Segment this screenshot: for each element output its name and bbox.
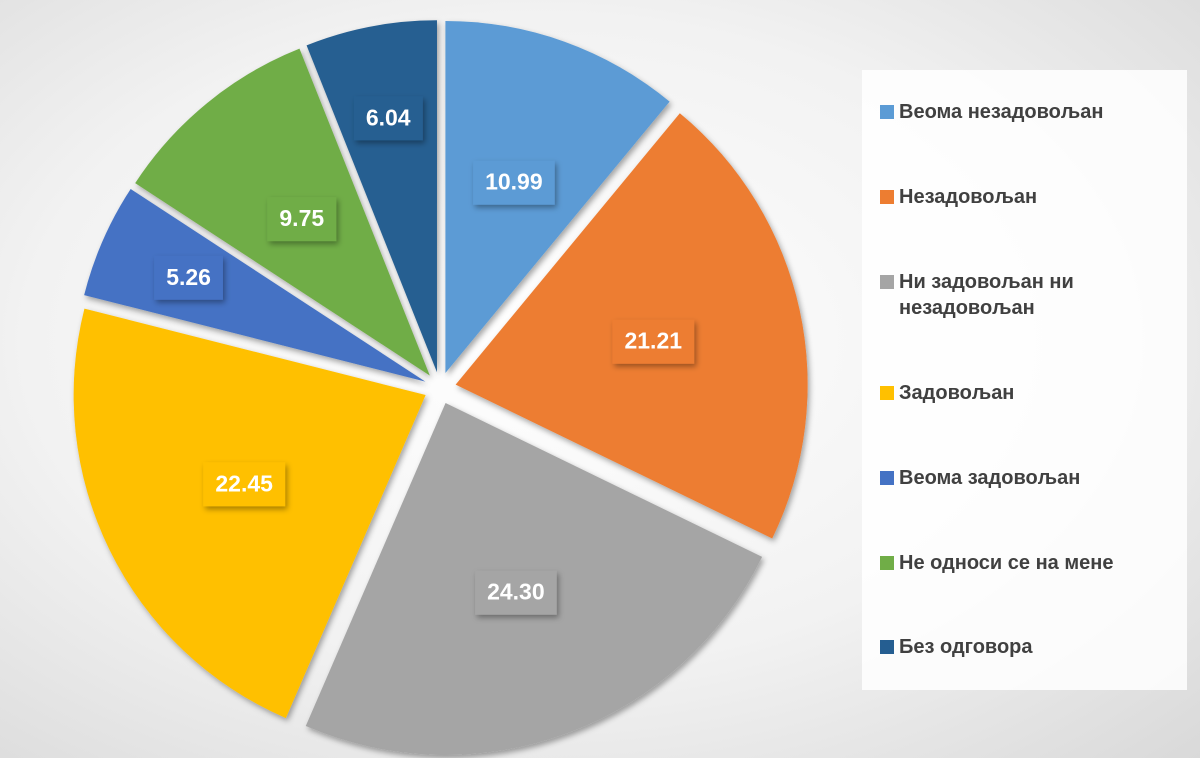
data-label-group: 22.45	[203, 462, 286, 507]
data-label-box	[267, 197, 337, 242]
legend-label: Ни задовољан ни незадовољан	[899, 271, 1074, 320]
legend-swatch	[880, 275, 894, 290]
data-label-group: 21.21	[612, 319, 695, 364]
legend-item: Незадовољан	[880, 184, 1187, 210]
legend-swatch	[880, 640, 894, 655]
data-label-group: 5.26	[154, 255, 223, 300]
legend-swatch	[880, 190, 894, 205]
data-label-box	[612, 319, 695, 364]
data-label: 22.45	[215, 470, 273, 496]
legend-swatch	[880, 555, 894, 570]
pie-area: 10.99 21.21 24.30 22.45 5.26 9.75 6.04	[73, 20, 808, 756]
data-label-box	[473, 160, 555, 205]
legend-label: Веома задовољан	[899, 466, 1081, 489]
data-label-box	[475, 570, 557, 615]
data-label: 6.04	[366, 104, 411, 130]
data-label: 9.75	[279, 205, 324, 231]
legend-label: Без одговора	[899, 636, 1033, 659]
data-label: 24.30	[487, 579, 545, 605]
pie-slice	[84, 189, 426, 382]
legend-label: Незадовољан	[899, 186, 1038, 209]
legend-swatch	[880, 385, 894, 400]
legend-item: Задовољан	[880, 380, 1187, 406]
data-label: 10.99	[485, 169, 543, 195]
data-label-group: 10.99	[473, 160, 555, 205]
pie-slice	[73, 308, 426, 719]
legend-label: Задовољан	[899, 381, 1015, 404]
legend: Веома незадовољан Незадовољан Ни задовољан…	[862, 70, 1187, 690]
data-label-box	[203, 462, 286, 507]
legend-item: Не односи се на мене	[880, 550, 1187, 576]
data-label-box	[353, 96, 423, 141]
legend-item: Ни задовољан ни незадовољан	[880, 269, 1187, 321]
legend-item: Без одговора	[880, 634, 1187, 660]
legend-swatch	[880, 105, 894, 120]
legend-label: Не односи се на мене	[899, 551, 1114, 574]
pie-slice	[445, 20, 670, 373]
legend-label: Веома незадовољан	[899, 101, 1104, 124]
data-label-box	[154, 255, 223, 300]
data-label-group: 9.75	[267, 197, 337, 242]
data-label: 5.26	[166, 264, 211, 290]
legend-item: Веома задовољан	[880, 465, 1187, 491]
data-label-group: 24.30	[475, 570, 557, 615]
legend-swatch	[880, 470, 894, 485]
data-label: 21.21	[624, 328, 682, 354]
legend-item: Веома незадовољан	[880, 99, 1187, 125]
data-label-group: 6.04	[353, 96, 423, 141]
